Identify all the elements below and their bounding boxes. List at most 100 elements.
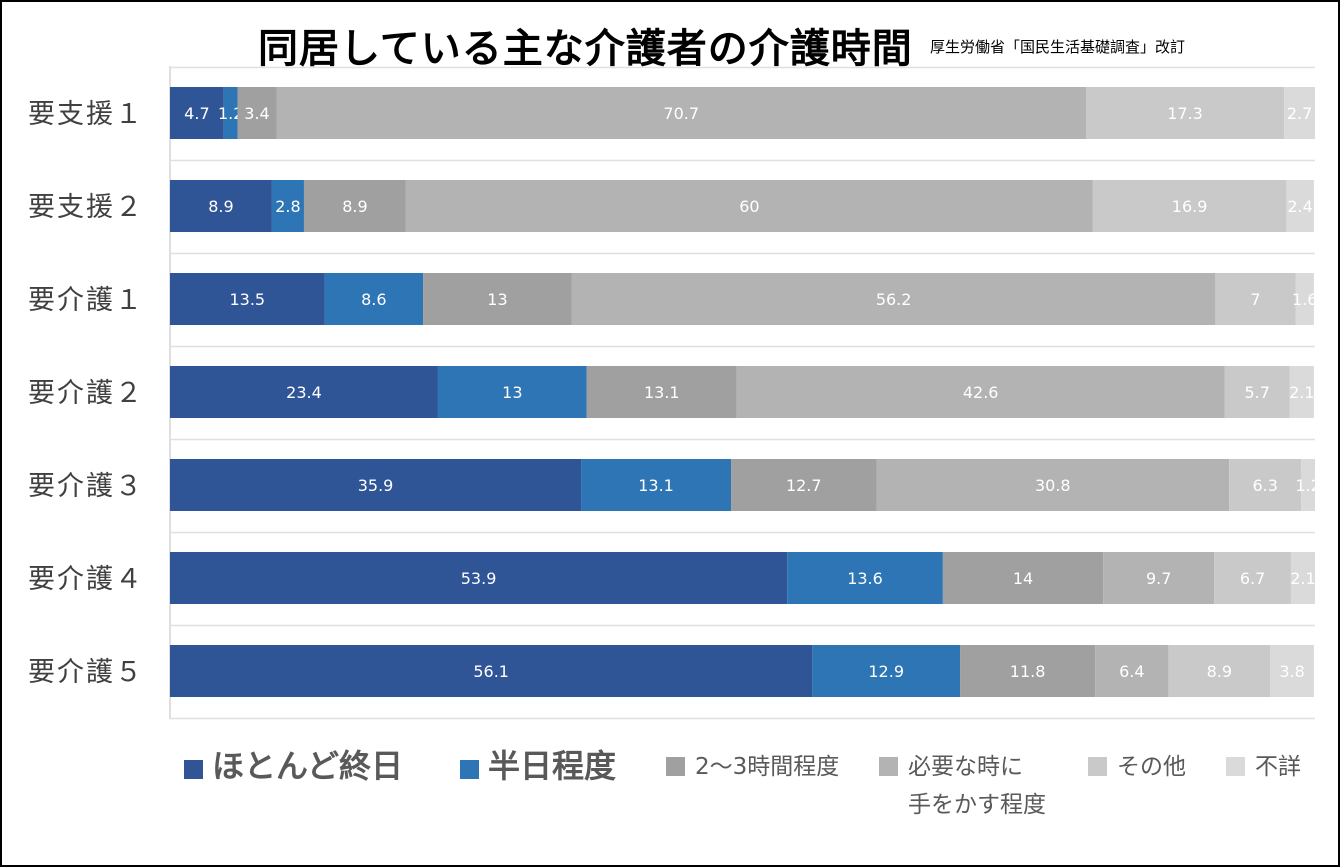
data-label: 13.6 (847, 569, 883, 588)
data-label: 12.7 (786, 476, 822, 495)
data-label: 13.5 (229, 290, 265, 309)
bar-segment (1229, 459, 1302, 511)
bar-segment (1103, 552, 1215, 604)
data-label: 13.1 (644, 383, 680, 402)
data-label: 16.9 (1172, 197, 1208, 216)
data-label: 53.9 (461, 569, 497, 588)
data-label: 35.9 (358, 476, 394, 495)
data-label: 12.9 (868, 662, 904, 681)
bar-segment (170, 366, 438, 418)
legend-item: 必要な時に 手をかす程度 (879, 748, 1046, 824)
bar-segment (1224, 366, 1290, 418)
bar-segment (586, 366, 737, 418)
bar-segment (1086, 87, 1285, 139)
legend-swatch (184, 760, 203, 779)
data-label: 9.7 (1146, 569, 1171, 588)
bar-segment (1290, 552, 1315, 604)
bar-segment (303, 180, 406, 232)
legend-swatch (1226, 757, 1245, 776)
bar-segment (437, 366, 587, 418)
bar-segment (1168, 645, 1271, 697)
category-label: 要介護５ (28, 657, 144, 688)
bar-segment (170, 459, 582, 511)
bar-segment (276, 87, 1086, 139)
data-label: 3.8 (1279, 662, 1304, 681)
data-label: 1.2 (218, 104, 243, 123)
data-label: 8.9 (1207, 662, 1232, 681)
bar-segment (223, 87, 238, 139)
data-label: 8.9 (342, 197, 367, 216)
bar-segment (170, 273, 325, 325)
bar-segment (1214, 552, 1291, 604)
data-label: 8.6 (361, 290, 386, 309)
data-label: 2.8 (275, 197, 300, 216)
legend-swatch (460, 760, 479, 779)
legend-item: ほとんど終日 (184, 748, 403, 784)
data-label: 56.1 (473, 662, 509, 681)
data-label: 2.4 (1287, 197, 1312, 216)
legend-label: 2～3時間程度 (695, 754, 840, 780)
bar-segment (1095, 645, 1169, 697)
category-label: 要支援２ (28, 192, 144, 223)
data-label: 6.4 (1119, 662, 1144, 681)
chart-source: 厚生労働省「国民生活基礎調査」改訂 (930, 38, 1186, 56)
data-label: 70.7 (663, 104, 699, 123)
bar-segment (1284, 87, 1315, 139)
bar-segment (170, 645, 813, 697)
bar-segment (1301, 459, 1315, 511)
category-label: 要介護１ (28, 285, 144, 316)
bar-segment (1286, 180, 1314, 232)
bar-segment (812, 645, 961, 697)
legend-item: 不詳 (1226, 748, 1301, 786)
legend-label: 必要な時に 手をかす程度 (908, 754, 1046, 818)
legend-label: その他 (1117, 754, 1186, 780)
bar-segment (960, 645, 1096, 697)
data-label: 8.9 (208, 197, 233, 216)
bar-segment (405, 180, 1093, 232)
data-label: 1.6 (1292, 290, 1317, 309)
legend-label: ほとんど終日 (212, 747, 404, 785)
data-label: 17.3 (1167, 104, 1203, 123)
bar-segment (876, 459, 1230, 511)
data-label: 13.1 (638, 476, 674, 495)
data-label: 56.2 (876, 290, 912, 309)
bar-segment (787, 552, 943, 604)
category-label: 要介護２ (28, 378, 144, 409)
bar-segment (170, 552, 788, 604)
legend-label: 不詳 (1255, 754, 1301, 780)
data-label: 2.7 (1287, 104, 1312, 123)
bar-segment (1092, 180, 1287, 232)
data-label: 4.7 (184, 104, 209, 123)
bar-segment (1270, 645, 1314, 697)
data-label: 60 (739, 197, 759, 216)
data-label: 3.4 (244, 104, 269, 123)
bar-segment (571, 273, 1216, 325)
category-label: 要介護４ (28, 564, 144, 595)
bar-segment (170, 87, 224, 139)
legend-swatch (666, 757, 685, 776)
legend-label: 半日程度 (488, 747, 617, 785)
legend-swatch (1088, 757, 1107, 776)
data-label: 2.1 (1289, 383, 1314, 402)
legend-item: 2～3時間程度 (666, 748, 839, 786)
data-label: 1.2 (1295, 476, 1320, 495)
data-label: 13 (502, 383, 522, 402)
data-label: 5.7 (1244, 383, 1269, 402)
data-label: 11.8 (1010, 662, 1046, 681)
data-label: 23.4 (286, 383, 322, 402)
bar-segment (736, 366, 1225, 418)
bar-segment (942, 552, 1104, 604)
data-label: 42.6 (963, 383, 999, 402)
legend-item: その他 (1088, 748, 1186, 786)
bar-segment (271, 180, 304, 232)
data-label: 2.1 (1290, 569, 1315, 588)
bar-segment (170, 180, 272, 232)
bar-segment (731, 459, 877, 511)
bar-segment (423, 273, 572, 325)
data-label: 30.8 (1035, 476, 1071, 495)
data-label: 6.7 (1240, 569, 1265, 588)
data-label: 13 (487, 290, 507, 309)
chart-title: 同居している主な介護者の介護時間 (258, 26, 913, 72)
